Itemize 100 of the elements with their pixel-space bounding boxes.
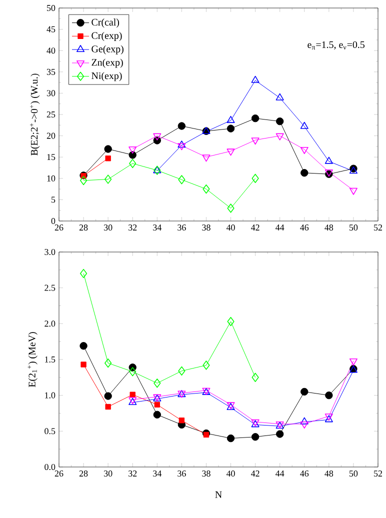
point	[128, 151, 137, 159]
y-tick-label: 1.0	[45, 392, 56, 398]
y-tick-label: 2.5	[44, 284, 56, 291]
y-tick-label: 15	[47, 154, 56, 160]
x-tick-label: 28	[80, 470, 88, 477]
x-tick-label: 36	[178, 470, 186, 477]
point	[104, 392, 112, 400]
point	[178, 143, 186, 150]
point	[300, 388, 308, 396]
y-tick-label: 20	[47, 132, 56, 139]
annotation: e$_{π}$=1.5, e$_{ν}$=0.5	[308, 41, 365, 50]
y-tick-label: 0.0	[44, 464, 56, 470]
x-tick-label: 30	[104, 470, 112, 477]
point	[202, 184, 210, 194]
point	[130, 392, 136, 398]
point	[178, 366, 186, 376]
point	[300, 422, 309, 429]
point	[80, 362, 86, 368]
point	[129, 367, 136, 376]
x-tick-label: 34	[153, 470, 162, 477]
point	[154, 402, 160, 408]
point	[252, 114, 260, 122]
point	[350, 188, 358, 195]
point	[153, 410, 162, 419]
point	[251, 138, 260, 145]
y-tick-label: 45	[46, 26, 56, 32]
point	[227, 124, 235, 132]
point	[276, 133, 284, 140]
point	[300, 122, 309, 129]
point	[324, 156, 334, 164]
x-tick-label: 52	[374, 470, 382, 477]
point	[202, 360, 210, 370]
point	[80, 342, 88, 350]
y-tick-label: 0.5	[44, 428, 56, 434]
legend-label: Ge(exp)	[92, 45, 124, 54]
point	[300, 417, 309, 424]
point	[104, 145, 112, 153]
x-tick-label: 46	[300, 470, 309, 477]
x-tick-label: 26	[55, 224, 64, 231]
point	[178, 122, 186, 130]
x-tick-label: 40	[226, 470, 236, 477]
x-tick-label: 52	[374, 224, 382, 231]
y-tick-label: 40	[46, 48, 56, 54]
legend-label: Cr(exp)	[92, 32, 122, 41]
x-axis-title: N	[215, 491, 222, 498]
y-tick-label: 50	[47, 4, 56, 12]
point	[153, 133, 162, 140]
point	[300, 146, 309, 154]
y-tick-label: 0	[51, 218, 56, 224]
x-tick-label: 42	[251, 470, 260, 476]
point	[104, 174, 112, 184]
x-tick-label: 40	[226, 224, 236, 231]
point	[80, 176, 88, 186]
point	[276, 117, 284, 126]
point	[178, 175, 186, 184]
y-tick-label: 10	[47, 175, 56, 182]
y-tick-label: 25	[47, 111, 56, 118]
x-tick-label: 36	[178, 224, 186, 231]
x-tick-label: 28	[80, 224, 88, 231]
legend-label: Ni(exp)	[92, 72, 122, 82]
point	[251, 76, 260, 83]
point	[129, 158, 136, 168]
x-tick-label: 50	[350, 470, 358, 477]
point	[325, 391, 333, 400]
x-tick-label: 34	[153, 224, 162, 231]
x-tick-label: 32	[128, 470, 137, 477]
y-tick-label: 3.0	[44, 248, 56, 256]
x-tick-label: 44	[276, 224, 284, 230]
point	[252, 433, 260, 441]
point	[128, 146, 137, 154]
legend-label: Cr(cal)	[92, 18, 120, 28]
point	[154, 378, 161, 388]
point	[276, 430, 284, 438]
x-tick-label: 48	[324, 470, 334, 477]
point	[227, 316, 234, 326]
point	[276, 93, 284, 100]
legend-label: Zn(exp)	[92, 58, 123, 68]
y-tick-label: 35	[47, 68, 56, 75]
point	[227, 434, 235, 442]
point	[226, 116, 235, 123]
point	[80, 268, 88, 278]
point	[300, 169, 308, 177]
y-tick-label: 1.5	[45, 356, 56, 363]
point	[227, 204, 234, 213]
point	[226, 148, 235, 156]
y-tick-label: 5	[52, 196, 56, 203]
point	[104, 358, 112, 368]
point	[202, 154, 210, 162]
y-axis-title: B(E2;2$^{+}$->0$^{+}$) (W.u.)	[30, 74, 40, 156]
x-tick-label: 38	[202, 224, 210, 231]
x-tick-label: 44	[276, 470, 284, 476]
point	[105, 404, 112, 410]
y-tick-label: 2.0	[44, 320, 56, 327]
point	[203, 432, 210, 438]
point	[252, 174, 259, 183]
x-tick-label: 48	[324, 224, 334, 231]
x-tick-label: 32	[128, 224, 137, 231]
point	[105, 156, 112, 162]
y-axis-title: E(2$_{1}$$^{+}$) (MeV)	[28, 332, 38, 388]
point	[178, 140, 186, 148]
